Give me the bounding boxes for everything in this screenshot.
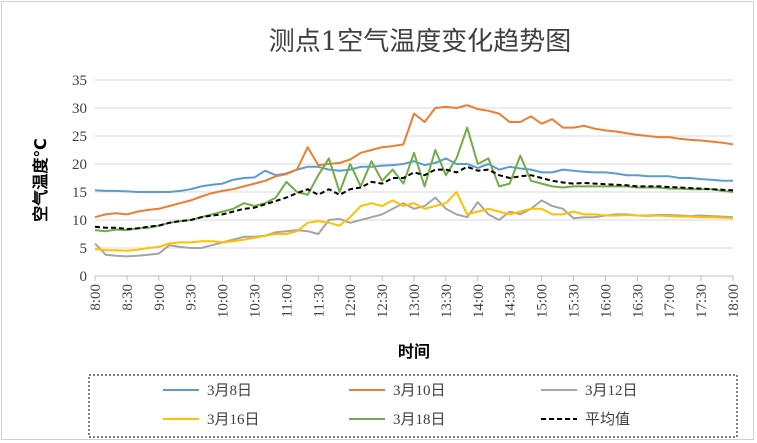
x-axis-ticks: 8:00 8:30 9:00 9:30 10:00 10:30 11:00 11:30 12:0… [88,276,742,318]
x-tick-label: 17:30 [694,284,710,318]
x-tick-label: 16:00 [598,284,614,318]
x-tick-label: 8:30 [120,284,136,311]
x-tick-label: 16:30 [630,284,646,318]
y-tick-label: 0 [80,269,88,285]
x-tick-label: 8:00 [88,284,104,311]
series-line-5 [94,165,734,230]
x-tick-label: 13:30 [439,284,455,318]
y-axis-ticks: 0 5 10 15 20 25 30 35 [72,73,87,285]
x-tick-label: 9:00 [152,284,168,311]
legend-label-3: 3月16日 [207,412,260,428]
y-tick-label: 15 [72,185,87,201]
x-tick-label: 10:30 [248,284,264,318]
series-line-0 [94,157,733,193]
x-tick-label: 10:00 [216,284,232,318]
legend-label-0: 3月8日 [207,383,252,399]
series-line-1 [94,104,734,219]
y-tick-label: 35 [72,73,87,89]
x-tick-label: 14:30 [503,284,519,318]
legend-box [88,374,738,438]
x-axis-title: 时间 [398,342,430,361]
gridlines [95,79,733,277]
y-tick-label: 25 [72,129,87,145]
chart-title: 测点1空气温度变化趋势图 [269,27,572,57]
x-tick-label: 11:00 [279,284,295,318]
x-tick-label: 15:30 [567,284,583,318]
y-axis-title: 空气温度℃ [31,138,50,221]
legend-label-1: 3月10日 [393,383,446,399]
x-tick-label: 11:30 [311,284,327,318]
legend: 3月8日 3月10日 3月12日 3月16日 3月18日 平均值 [163,383,638,428]
x-tick-label: 12:00 [343,284,359,318]
y-tick-label: 30 [72,101,87,117]
legend-label-4: 3月18日 [393,412,446,428]
x-tick-label: 13:00 [407,284,423,318]
x-tick-label: 18:00 [726,284,742,318]
x-tick-label: 17:00 [662,284,678,318]
x-tick-label: 12:30 [375,284,391,318]
series-line-3 [94,191,734,252]
x-tick-label: 14:00 [471,284,487,318]
x-tick-label: 9:30 [184,284,200,311]
legend-label-5: 平均值 [585,411,630,428]
x-tick-label: 15:00 [535,284,551,318]
y-tick-label: 20 [72,157,87,173]
legend-label-2: 3月12日 [585,383,638,399]
series-lines [94,104,734,258]
y-tick-label: 5 [80,241,88,257]
y-tick-label: 10 [72,213,87,229]
